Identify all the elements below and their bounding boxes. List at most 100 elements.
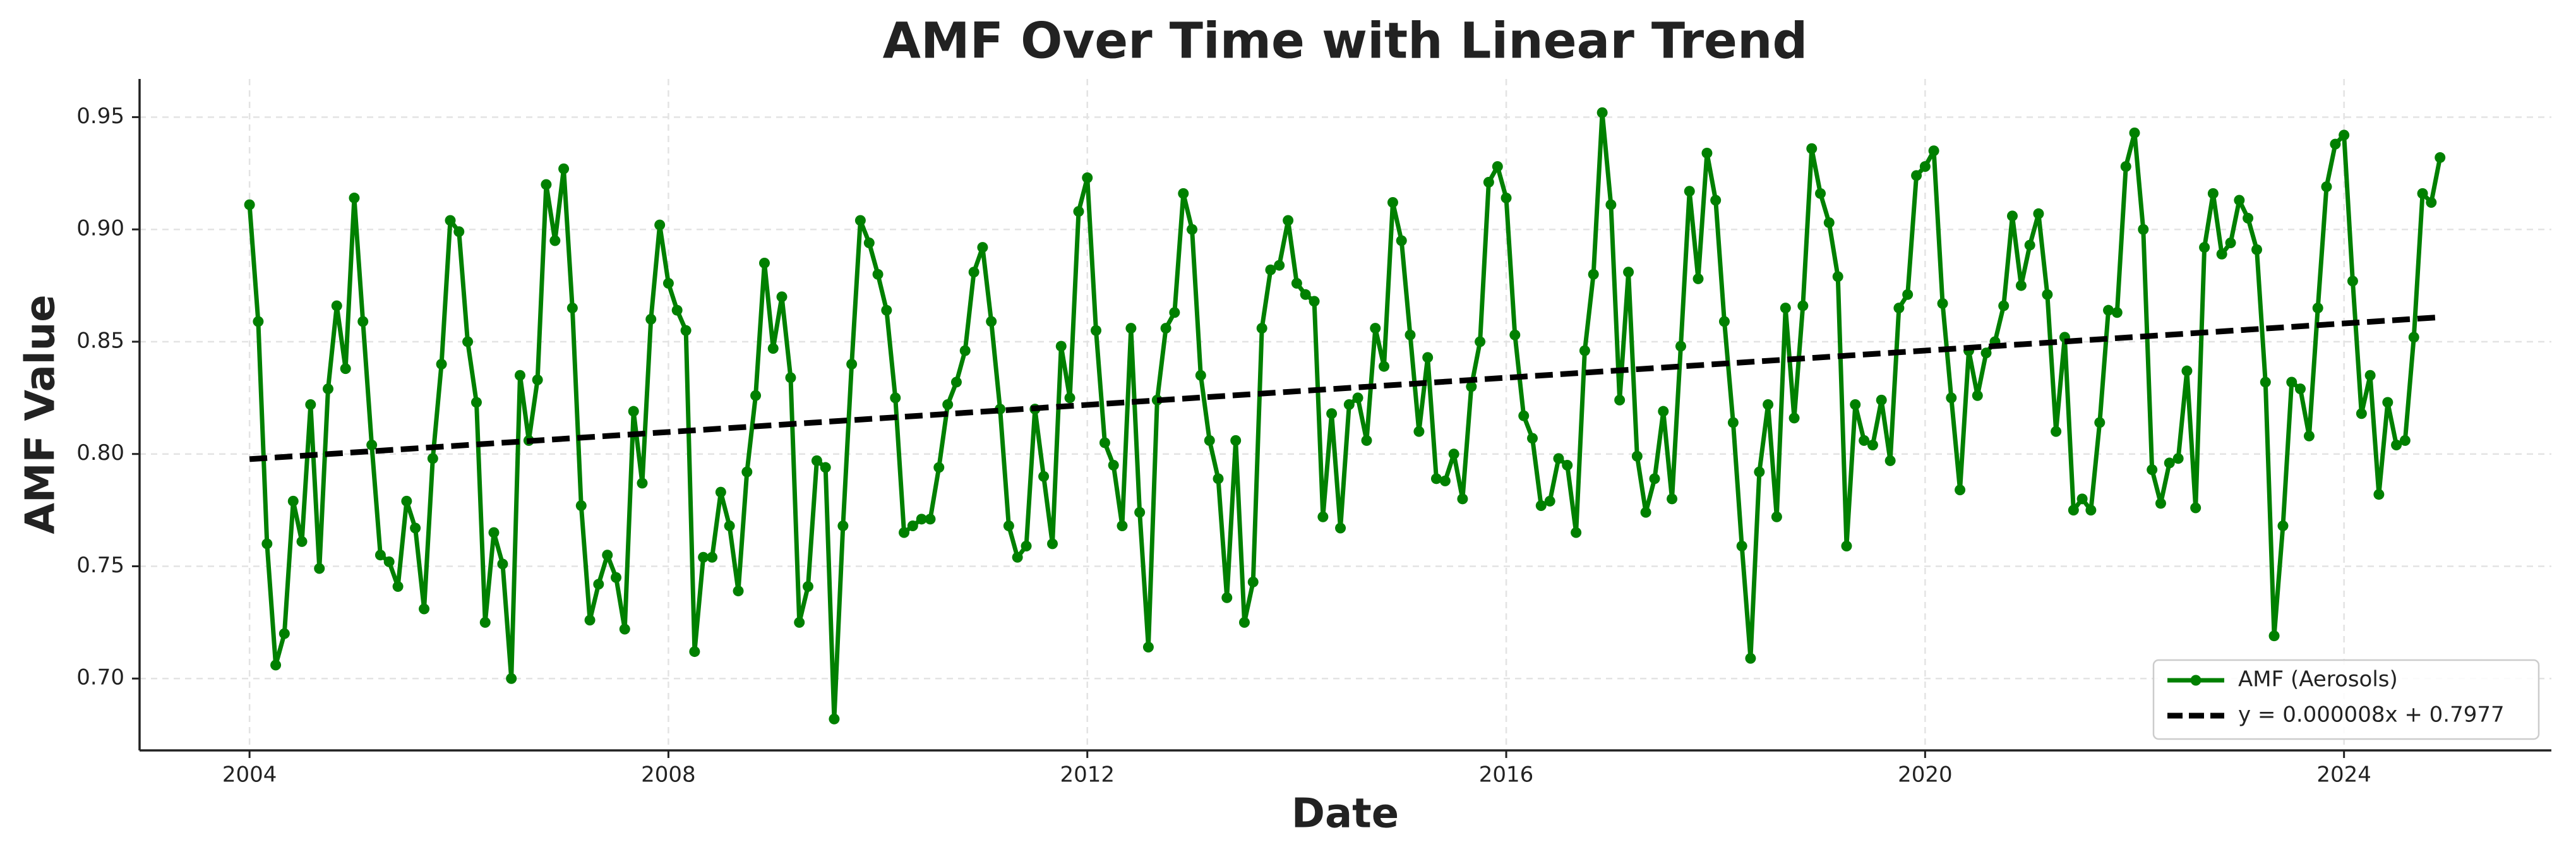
data-point xyxy=(1745,653,1756,664)
data-point xyxy=(1343,399,1355,411)
data-point xyxy=(1937,298,1948,310)
data-point xyxy=(1413,426,1425,437)
data-point xyxy=(890,392,901,404)
data-point xyxy=(1701,147,1713,159)
data-point xyxy=(2216,248,2227,260)
data-point xyxy=(2225,238,2236,249)
data-point xyxy=(767,343,779,354)
data-point xyxy=(1562,459,1573,471)
y-axis-label: AMF Value xyxy=(18,294,64,534)
data-point xyxy=(1352,392,1363,404)
data-point xyxy=(1169,307,1180,318)
data-point xyxy=(1518,410,1530,421)
data-point xyxy=(1876,394,1887,406)
data-point xyxy=(1475,336,1486,347)
data-point xyxy=(776,291,788,303)
data-point xyxy=(1073,206,1084,217)
data-point xyxy=(1597,107,1608,118)
data-point xyxy=(794,616,805,628)
data-point xyxy=(1614,394,1626,406)
x-tick-label: 2020 xyxy=(1898,762,1953,788)
x-tick-label: 2016 xyxy=(1479,762,1534,788)
data-point xyxy=(1221,592,1233,603)
data-point xyxy=(698,551,709,563)
data-point xyxy=(1884,455,1896,466)
data-point xyxy=(1675,340,1686,352)
legend-marker xyxy=(2190,675,2202,686)
data-point xyxy=(2120,161,2131,172)
data-point xyxy=(680,325,692,336)
data-point xyxy=(1928,145,1939,157)
data-point xyxy=(611,572,622,583)
data-point xyxy=(541,179,552,190)
data-point xyxy=(2408,332,2419,343)
data-point xyxy=(741,466,753,478)
data-point xyxy=(2015,280,2027,291)
data-point xyxy=(593,579,604,590)
data-point xyxy=(1727,417,1739,428)
data-point xyxy=(401,495,412,507)
data-point xyxy=(1090,325,1101,336)
data-point xyxy=(1815,188,1826,199)
data-point xyxy=(2373,489,2385,500)
data-point xyxy=(1649,473,1660,484)
data-point xyxy=(1335,522,1346,534)
data-point xyxy=(907,520,918,531)
data-point xyxy=(1134,507,1146,518)
data-point xyxy=(1509,329,1521,340)
data-point xyxy=(279,628,290,639)
data-point xyxy=(1448,448,1459,460)
data-point xyxy=(1108,459,1119,471)
data-point xyxy=(1291,278,1302,289)
data-point xyxy=(1718,316,1730,327)
data-point xyxy=(270,659,282,671)
data-point xyxy=(846,359,858,370)
data-point xyxy=(1579,345,1590,356)
data-point xyxy=(602,550,613,561)
data-point xyxy=(689,646,700,658)
data-point xyxy=(1387,197,1398,208)
y-tick-label: 0.75 xyxy=(76,553,124,578)
data-point xyxy=(1422,352,1434,363)
data-point xyxy=(1492,161,1503,172)
data-point xyxy=(1326,408,1338,419)
data-point xyxy=(2435,152,2446,163)
data-point xyxy=(1692,273,1704,284)
data-point xyxy=(2155,498,2166,509)
data-point xyxy=(1571,527,1582,538)
data-point xyxy=(645,313,657,325)
legend-box xyxy=(2152,659,2540,740)
x-axis-label: Date xyxy=(1291,791,1399,838)
data-point xyxy=(785,372,796,383)
data-point xyxy=(1797,300,1809,311)
data-point xyxy=(2295,383,2306,395)
data-point xyxy=(916,514,927,525)
data-point xyxy=(1544,495,1555,507)
data-point xyxy=(392,580,404,592)
data-point xyxy=(1483,177,1494,188)
data-point xyxy=(1535,500,1547,511)
data-point xyxy=(942,399,954,411)
data-line xyxy=(247,110,2443,721)
data-point xyxy=(1117,520,1128,531)
data-point xyxy=(1623,267,1634,278)
data-point xyxy=(2347,275,2358,287)
data-point xyxy=(837,520,849,531)
data-point xyxy=(506,673,517,684)
data-point xyxy=(314,563,325,574)
data-point xyxy=(1361,435,1372,446)
data-point xyxy=(575,500,587,511)
data-point xyxy=(802,580,813,592)
data-point xyxy=(654,219,666,231)
data-point xyxy=(1160,323,1171,334)
data-point xyxy=(1317,511,1329,522)
data-point xyxy=(549,235,561,246)
data-point xyxy=(357,316,369,327)
data-point xyxy=(1980,347,1992,359)
data-point xyxy=(1405,329,1416,340)
data-point xyxy=(1379,361,1390,372)
data-point xyxy=(2321,181,2332,193)
data-point xyxy=(1274,260,1285,271)
data-point xyxy=(637,478,648,489)
data-point xyxy=(959,345,971,356)
